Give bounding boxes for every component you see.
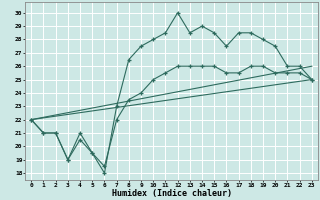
- X-axis label: Humidex (Indice chaleur): Humidex (Indice chaleur): [112, 189, 232, 198]
